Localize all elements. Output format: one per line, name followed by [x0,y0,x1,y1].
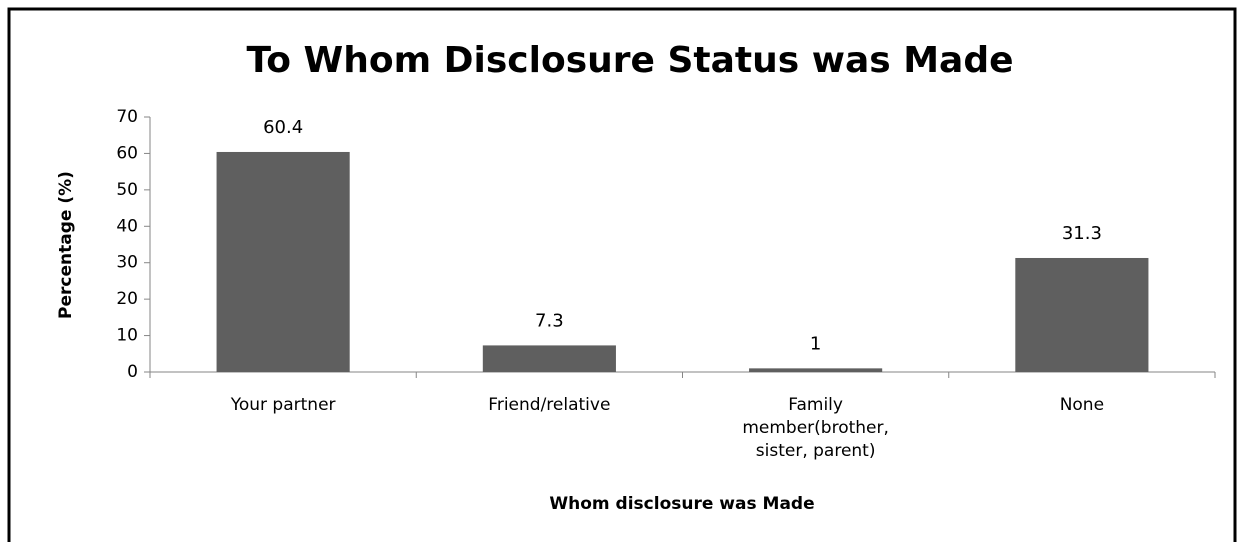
bar [1015,257,1149,372]
y-tick-label: 10 [116,326,138,346]
x-tick-label: Friend/relative [488,395,611,415]
y-tick-label: 50 [116,180,138,200]
data-label: 7.3 [535,310,564,331]
y-tick-label: 30 [116,253,138,273]
data-label: 31.3 [1062,223,1102,244]
data-label: 60.4 [263,117,303,138]
x-axis-title: Whom disclosure was Made [549,494,814,514]
x-tick-label: None [1059,395,1105,415]
y-axis-title: Percentage (%) [56,171,76,319]
bar [216,151,350,372]
chart-title: To Whom Disclosure Status was Made [246,40,1013,81]
bar [749,368,883,372]
y-tick-label: 70 [116,107,138,127]
data-label: 1 [810,333,821,354]
bar [482,345,616,372]
y-tick-label: 60 [116,143,138,163]
y-tick-label: 0 [127,362,138,382]
y-tick-label: 20 [116,289,138,309]
frame [7,7,1237,542]
x-tick-label: Family member(brother, sister, parent) [742,395,889,461]
x-tick-label: Your partner [230,395,336,415]
y-tick-label: 40 [116,216,138,236]
